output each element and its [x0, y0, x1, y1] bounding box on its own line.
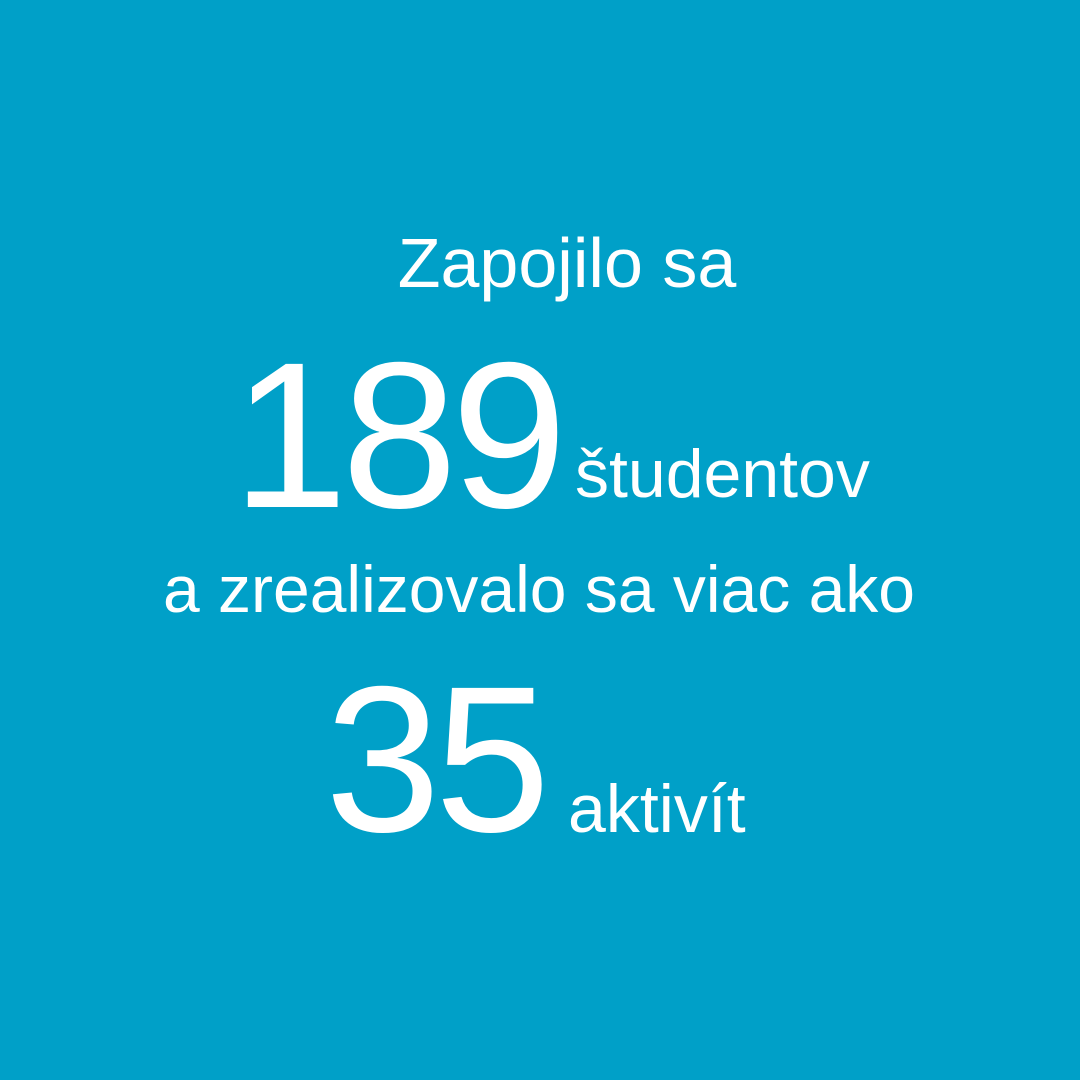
activities-label: aktivít — [568, 771, 746, 847]
students-label: študentov — [575, 436, 870, 512]
middle-text: a zrealizovalo sa viac ako — [162, 552, 916, 626]
students-count: 189 — [232, 320, 567, 552]
intro-text: Zapojilo sa — [397, 224, 737, 302]
activities-count: 35 — [325, 644, 550, 876]
